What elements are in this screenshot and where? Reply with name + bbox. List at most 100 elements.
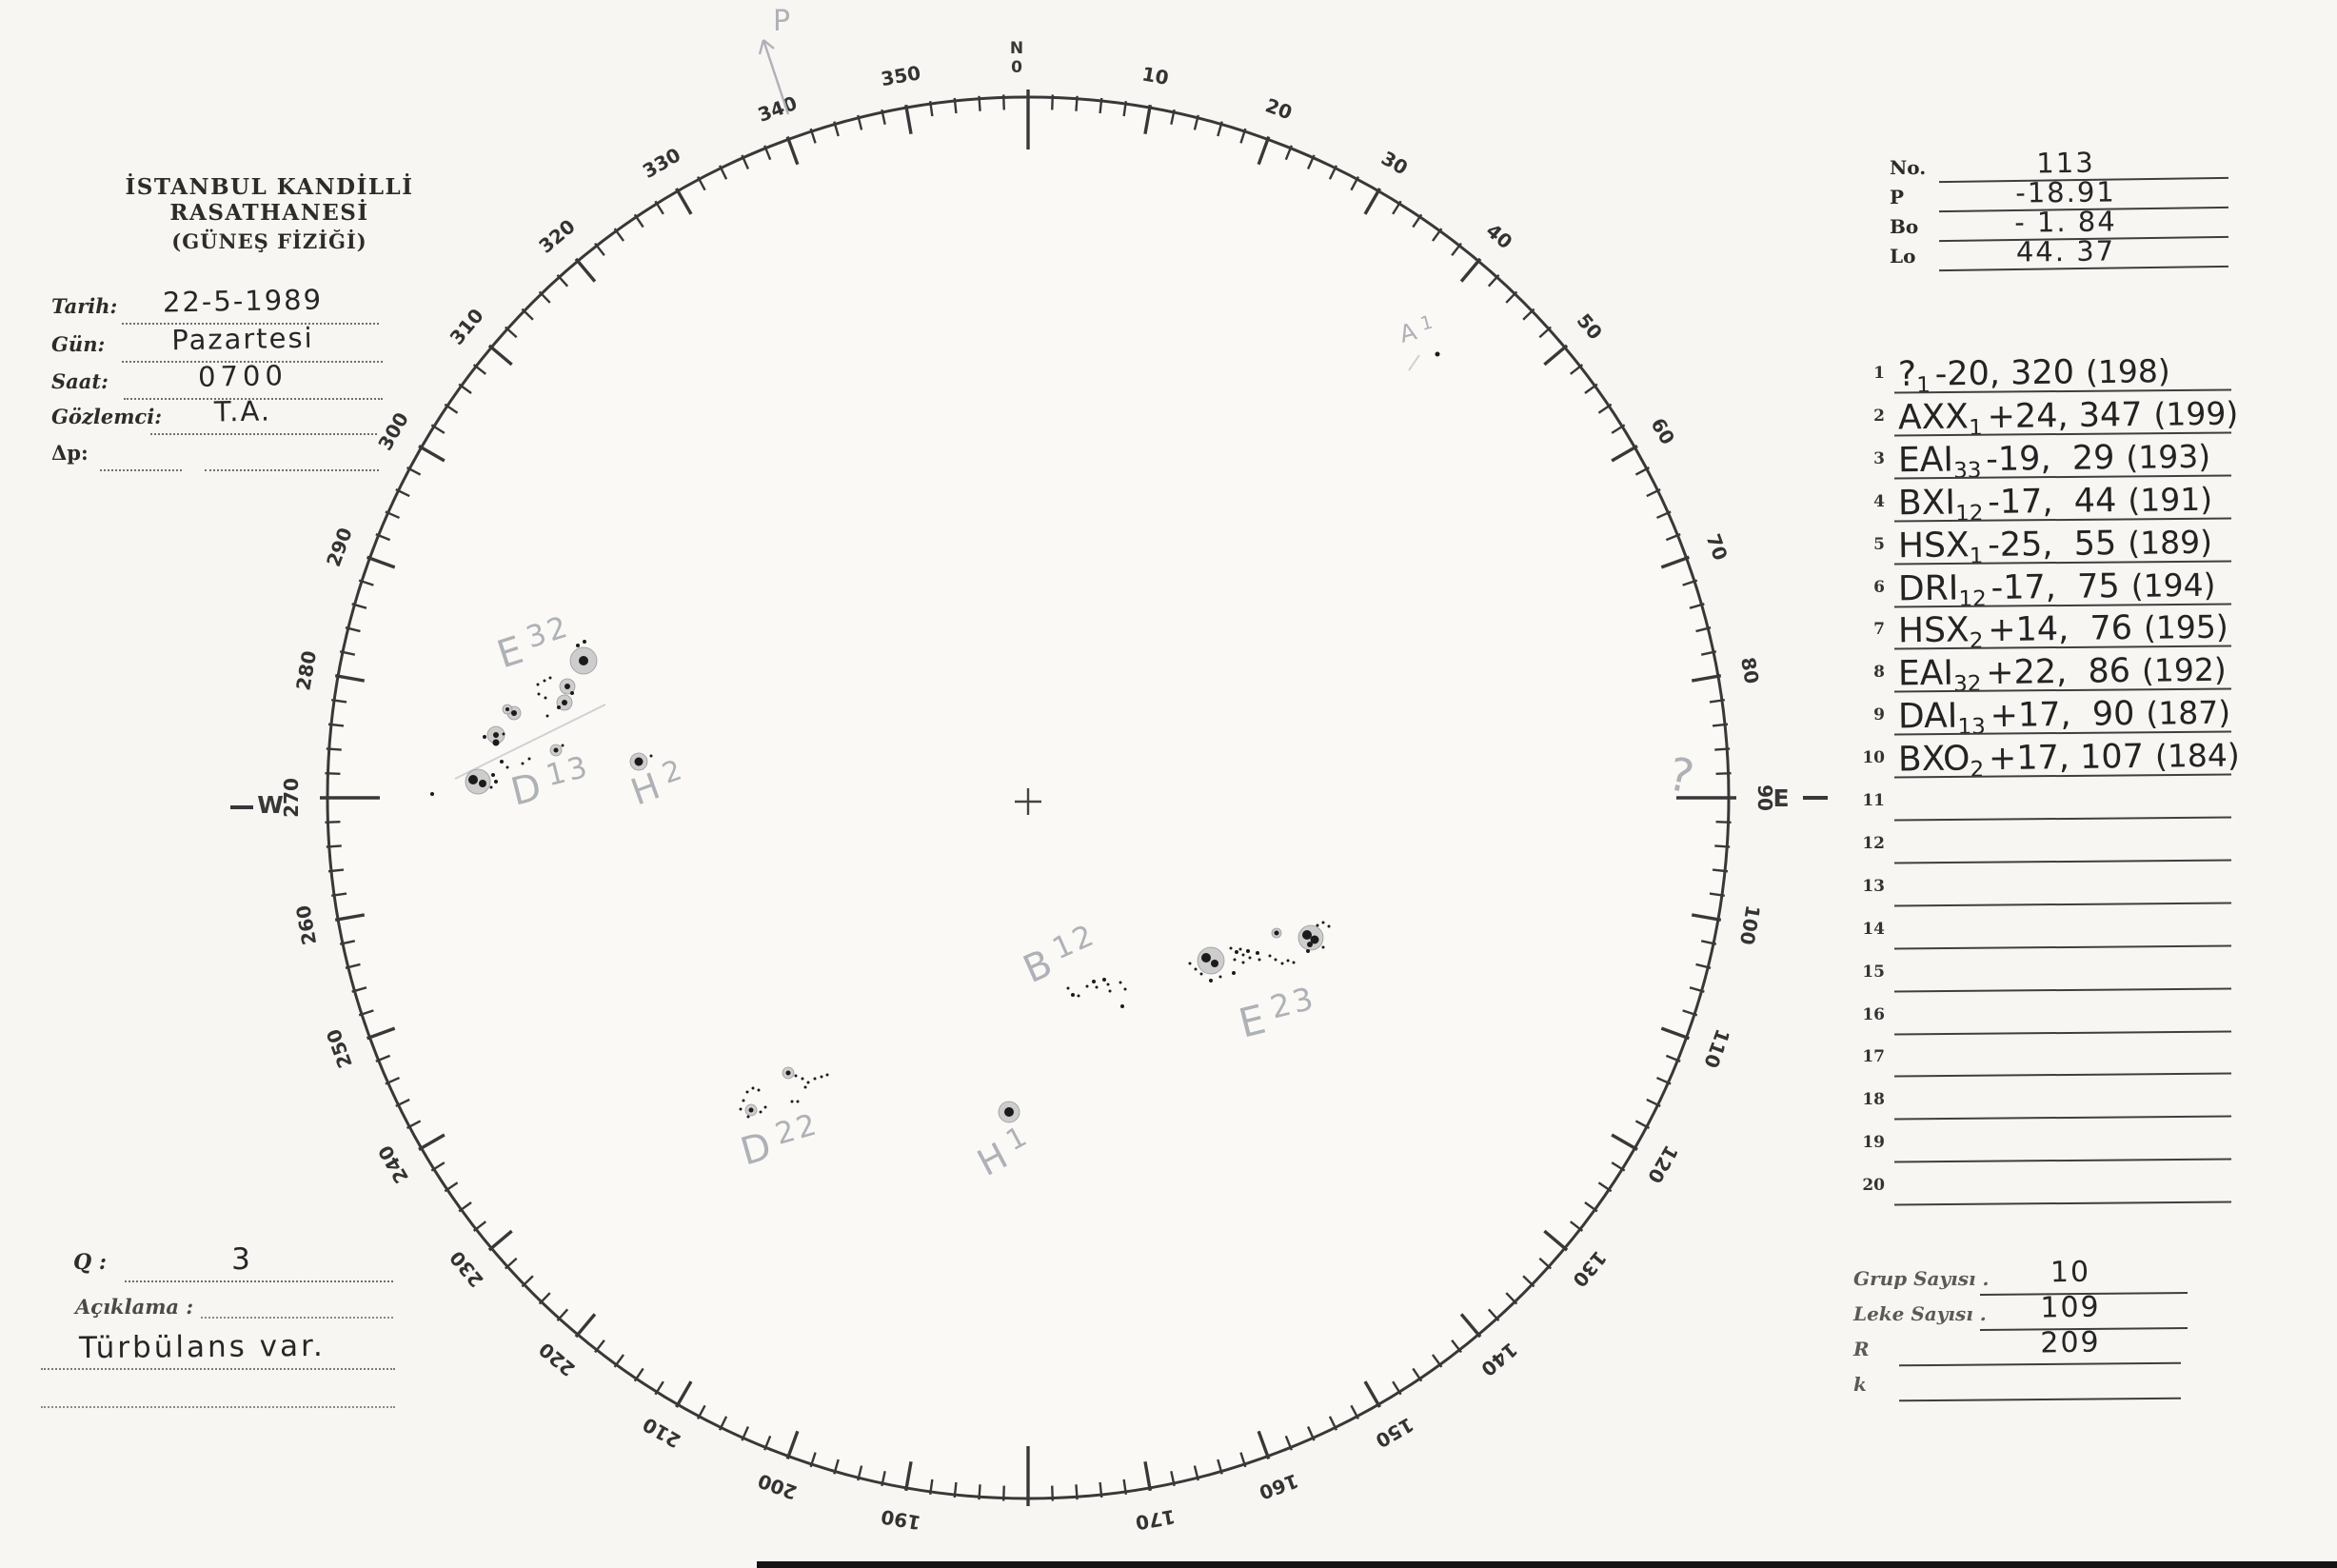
group-row-number: 18 xyxy=(1862,1090,1885,1110)
degree-label-30: 30 xyxy=(1377,147,1412,180)
degree-tick xyxy=(1709,698,1725,704)
summary-r-line xyxy=(1898,1361,2182,1367)
degree-tick xyxy=(1714,844,1731,848)
degree-tick xyxy=(406,1120,422,1129)
degree-tick xyxy=(345,963,361,969)
degree-label-160: 160 xyxy=(1257,1469,1301,1504)
degree-tick xyxy=(358,1009,374,1017)
sunspot-core xyxy=(1268,954,1272,958)
degree-tick xyxy=(1691,673,1722,683)
field-delta-p: Δp: xyxy=(48,435,383,471)
group-revision-number: (194) xyxy=(2130,566,2216,605)
degree-tick xyxy=(1193,114,1199,130)
degree-tick xyxy=(953,1481,958,1499)
degree-tick xyxy=(1239,128,1247,144)
sunspot-core xyxy=(1256,951,1259,955)
degree-tick xyxy=(1099,1481,1103,1499)
degree-tick xyxy=(1611,1161,1626,1172)
sunspot-core xyxy=(1235,950,1238,954)
degree-tick xyxy=(444,403,459,414)
degree-tick xyxy=(741,1426,750,1441)
field-gun: Gün: Pazartesi xyxy=(48,322,383,363)
group-type-subscript: 1 xyxy=(1969,544,1984,569)
north-letter: N xyxy=(1010,39,1023,58)
degree-tick xyxy=(1350,1404,1359,1420)
degree-tick xyxy=(1538,1257,1552,1270)
degree-tick xyxy=(1075,1484,1079,1500)
degree-tick xyxy=(1051,1485,1054,1501)
degree-tick xyxy=(857,114,863,130)
sunspot-core xyxy=(1199,972,1203,976)
group-row-1: 1 ?1 -20, 320 (198) xyxy=(1858,352,2239,398)
sunspot-core xyxy=(1209,979,1213,982)
sunspot-core xyxy=(748,1107,754,1113)
degree-tick xyxy=(334,673,366,683)
remark-line-1 xyxy=(41,1368,395,1370)
degree-tick xyxy=(785,135,800,166)
degree-tick xyxy=(472,1221,487,1232)
group-type: AXX xyxy=(1897,397,1970,438)
degree-tick xyxy=(1597,403,1613,414)
group-row-16: 16 xyxy=(1858,995,2239,1037)
group-type-subscript: 1 xyxy=(1968,415,1983,441)
degree-tick xyxy=(1412,213,1423,228)
degree-tick xyxy=(1412,1367,1423,1382)
summary-r: R 209 xyxy=(1852,1326,2230,1367)
sunspot-core xyxy=(1321,945,1325,949)
degree-tick xyxy=(1712,868,1729,873)
degree-tick xyxy=(574,257,597,283)
degree-tick xyxy=(1002,1485,1005,1501)
degree-tick xyxy=(1239,1452,1247,1468)
group-row-8: 8 EAI32 +22, 86 (192) xyxy=(1858,651,2239,697)
sunspot-core xyxy=(561,744,564,747)
sunspot-core xyxy=(1123,987,1127,991)
field-saat-label: Saat: xyxy=(51,369,109,393)
degree-tick xyxy=(1714,747,1731,751)
sunspot-core xyxy=(544,696,547,700)
group-type: HSX xyxy=(1897,610,1970,651)
degree-tick xyxy=(472,364,487,375)
sunspot-core xyxy=(1229,946,1233,950)
group-type: DRI xyxy=(1897,567,1959,608)
degree-tick xyxy=(1143,104,1153,135)
degree-label-60: 60 xyxy=(1646,414,1679,448)
summary-grup-label: Grup Sayısı . xyxy=(1853,1267,1990,1290)
sunspot-groups-list: 1 ?1 -20, 320 (198) 2 AXX1 +24, 347 (199) 3 EAI33… xyxy=(1858,352,2240,1229)
degree-tick xyxy=(521,308,534,321)
degree-tick xyxy=(1487,274,1500,288)
group-row-3: 3 EAI33 -19, 29 (193) xyxy=(1858,438,2239,484)
degree-tick xyxy=(1634,466,1651,476)
sunspot-core xyxy=(502,732,505,736)
degree-tick xyxy=(1505,1292,1518,1305)
observatory-department: (GÜNEŞ FİZİĞİ) xyxy=(171,229,367,253)
sunspot-core xyxy=(1119,981,1122,984)
degree-tick xyxy=(358,579,374,586)
degree-tick xyxy=(1217,1459,1223,1475)
sunspot-core xyxy=(785,1070,791,1076)
sunspot-core xyxy=(742,1099,745,1102)
degree-tick xyxy=(1122,1479,1128,1495)
degree-tick xyxy=(978,1484,981,1500)
degree-tick xyxy=(1257,1430,1271,1460)
group-row-number: 3 xyxy=(1873,448,1885,468)
pencil-p-arrow-head xyxy=(762,39,775,50)
group-row-17: 17 xyxy=(1858,1037,2239,1079)
degree-label-100: 100 xyxy=(1735,903,1765,946)
degree-tick xyxy=(903,1460,913,1492)
degree-tick xyxy=(881,1470,886,1487)
degree-tick xyxy=(1700,940,1717,945)
degree-tick xyxy=(538,1292,551,1305)
degree-tick xyxy=(325,821,341,824)
field-gun-label: Gün: xyxy=(51,332,106,356)
group-coordinates: +17, 107 xyxy=(1988,737,2145,779)
sunspot-core xyxy=(511,710,517,716)
sunspot-core xyxy=(1258,958,1261,962)
sunspot-core xyxy=(1102,978,1106,982)
pencil-p-arrow-head xyxy=(758,39,765,55)
ephemeris-no-label: No. xyxy=(1890,156,1927,179)
degree-tick xyxy=(1656,1076,1672,1085)
degree-tick xyxy=(833,1459,840,1475)
sunspot-core xyxy=(1241,961,1245,964)
degree-tick xyxy=(395,1098,410,1108)
